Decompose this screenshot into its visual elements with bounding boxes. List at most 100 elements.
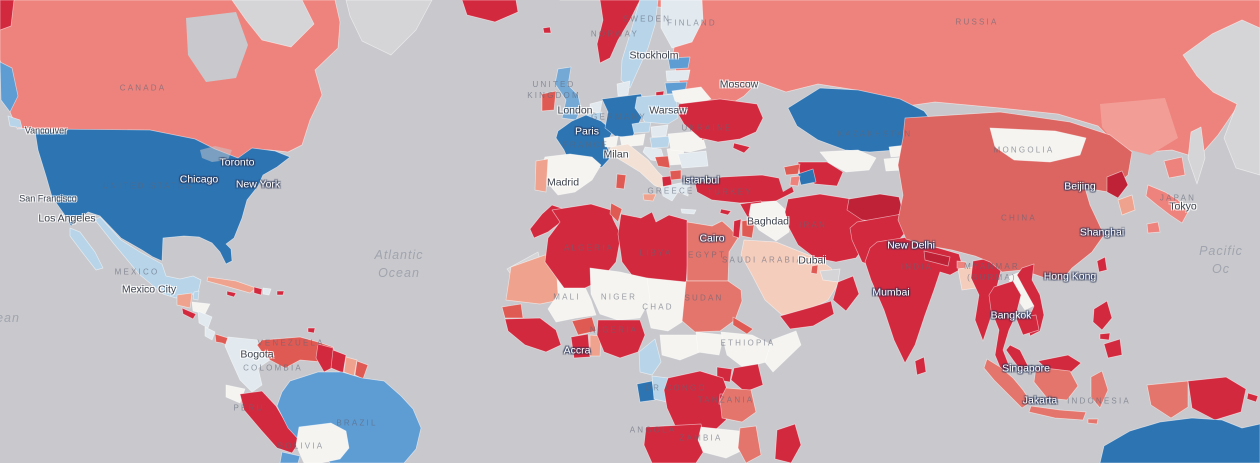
country-jamaica[interactable]: [226, 290, 237, 298]
country-iraq[interactable]: [748, 200, 792, 242]
country-ethiopia[interactable]: [720, 331, 773, 369]
country-gabon[interactable]: [636, 380, 656, 403]
country-burkina-faso[interactable]: [571, 316, 597, 336]
country-puerto-rico[interactable]: [276, 290, 285, 296]
country-armenia[interactable]: [789, 175, 801, 187]
region-faroe[interactable]: [542, 26, 552, 34]
country-vietnam[interactable]: [1016, 263, 1045, 337]
country-nepal[interactable]: [923, 250, 951, 267]
country-norway[interactable]: [596, 0, 641, 64]
country-dominican-republic[interactable]: [262, 287, 272, 296]
country-ecuador[interactable]: [225, 384, 246, 404]
country-bolivia[interactable]: [295, 422, 350, 463]
country-united-kingdom[interactable]: [554, 66, 582, 121]
country-qatar[interactable]: [810, 264, 819, 275]
country-chad[interactable]: [643, 277, 687, 332]
country-portugal[interactable]: [534, 158, 549, 193]
country-malaysia[interactable]: [1005, 344, 1029, 373]
country-guyana[interactable]: [330, 349, 347, 374]
country-nicaragua[interactable]: [197, 310, 213, 329]
country-azerbaijan[interactable]: [797, 168, 817, 186]
region-visayas[interactable]: [1099, 332, 1111, 341]
region-crete[interactable]: [680, 208, 697, 215]
country-madagascar[interactable]: [774, 423, 802, 463]
country-thailand[interactable]: [988, 280, 1022, 373]
country-south-korea[interactable]: [1117, 194, 1136, 216]
region-japan-kyushu[interactable]: [1146, 221, 1161, 234]
country-cyprus[interactable]: [719, 208, 732, 216]
country-ukraine[interactable]: [676, 98, 764, 143]
country-papua-new-guinea[interactable]: [1187, 376, 1247, 421]
region-sicily[interactable]: [642, 193, 657, 202]
country-austria[interactable]: [619, 133, 646, 148]
country-chile[interactable]: [279, 451, 301, 463]
country-greece[interactable]: [660, 180, 691, 202]
country-tanzania[interactable]: [719, 387, 757, 423]
country-bulgaria[interactable]: [677, 150, 709, 169]
country-spain[interactable]: [540, 153, 602, 196]
country-somalia[interactable]: [764, 330, 802, 373]
region-crimea[interactable]: [732, 142, 751, 154]
country-denmark[interactable]: [616, 80, 631, 97]
region-sardinia[interactable]: [615, 173, 627, 190]
country-bosnia[interactable]: [654, 155, 671, 169]
region-kalimantan[interactable]: [1033, 366, 1079, 401]
country-yemen[interactable]: [779, 300, 835, 330]
country-cambodia[interactable]: [1015, 314, 1040, 336]
country-estonia[interactable]: [667, 56, 691, 70]
country-israel[interactable]: [732, 218, 742, 239]
region-guinea-coast[interactable]: [504, 317, 562, 353]
country-turkey[interactable]: [694, 174, 795, 204]
country-eritrea[interactable]: [732, 316, 754, 335]
country-el-salvador[interactable]: [181, 307, 197, 320]
country-venezuela[interactable]: [256, 336, 337, 369]
country-mongolia[interactable]: [989, 127, 1087, 163]
country-egypt[interactable]: [686, 220, 739, 282]
region-vancouver-island[interactable]: [7, 115, 23, 129]
country-iceland[interactable]: [461, 0, 519, 23]
country-india[interactable]: [864, 236, 964, 364]
region-sumatra[interactable]: [983, 358, 1032, 409]
region-russia-far-east[interactable]: [1100, 98, 1178, 155]
country-guatemala[interactable]: [176, 292, 193, 309]
country-saudi-arabia[interactable]: [740, 239, 839, 316]
region-bali-lombok[interactable]: [1087, 418, 1099, 425]
country-mozambique[interactable]: [737, 425, 762, 463]
country-costa-rica[interactable]: [204, 326, 216, 341]
country-switzerland[interactable]: [603, 135, 619, 148]
region-bc-coast[interactable]: [0, 61, 19, 113]
country-nigeria[interactable]: [596, 319, 646, 359]
country-tunisia[interactable]: [609, 202, 623, 223]
country-mexico[interactable]: [94, 216, 202, 299]
country-netherlands[interactable]: [589, 100, 603, 114]
country-slovakia[interactable]: [650, 124, 669, 138]
country-finland[interactable]: [660, 0, 704, 49]
region-sulawesi[interactable]: [1090, 370, 1109, 409]
region-new-britain[interactable]: [1246, 392, 1259, 403]
country-angola[interactable]: [643, 423, 707, 463]
region-baja[interactable]: [69, 227, 104, 271]
region-japan-hokkaido[interactable]: [1163, 156, 1186, 179]
country-latvia[interactable]: [665, 69, 691, 82]
region-java[interactable]: [1028, 405, 1087, 421]
region-alaska-corner[interactable]: [0, 0, 15, 31]
country-hungary[interactable]: [649, 135, 671, 149]
region-mindanao[interactable]: [1103, 338, 1123, 359]
country-south-sudan[interactable]: [695, 331, 725, 356]
country-belize[interactable]: [192, 290, 200, 301]
country-trinidad[interactable]: [307, 327, 316, 334]
country-central-african-republic[interactable]: [659, 334, 701, 361]
country-senegal[interactable]: [501, 303, 524, 319]
country-taiwan[interactable]: [1096, 256, 1108, 273]
country-poland[interactable]: [634, 93, 679, 125]
country-haiti[interactable]: [253, 286, 263, 296]
country-north-macedonia[interactable]: [669, 169, 682, 181]
country-cuba[interactable]: [206, 276, 257, 294]
country-kenya[interactable]: [730, 363, 764, 393]
country-sweden[interactable]: [620, 0, 659, 89]
country-jordan[interactable]: [741, 218, 756, 239]
region-japan-honshu[interactable]: [1145, 184, 1189, 224]
country-ghana[interactable]: [570, 333, 591, 359]
